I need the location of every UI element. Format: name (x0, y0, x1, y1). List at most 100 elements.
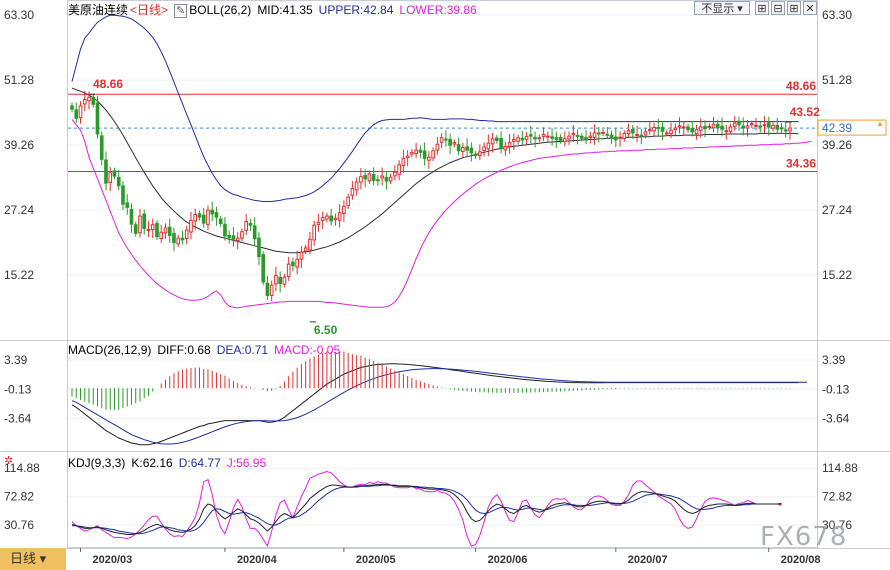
candle-body (715, 123, 720, 129)
x-tick-label: 2020/08 (781, 554, 821, 566)
candle-body (112, 170, 117, 177)
candle-body (660, 126, 665, 132)
candle-body (596, 132, 601, 135)
candle-body (652, 127, 656, 132)
candle-body (82, 98, 87, 105)
candle-body (299, 251, 304, 260)
candle-body (503, 145, 508, 151)
candle-body (405, 155, 410, 159)
candle-body (240, 231, 244, 239)
candle-body (749, 123, 754, 126)
candle-body (337, 212, 342, 221)
candle-body (252, 225, 257, 240)
main-y-tick-right: 51.28 (822, 73, 852, 87)
candle-body (116, 176, 121, 187)
kdj-y-tick-left: 30.76 (4, 518, 34, 532)
candle-body (231, 235, 236, 240)
candle-body (329, 215, 333, 222)
candle-body (490, 138, 495, 145)
candle-body (129, 208, 134, 225)
boll-upper: UPPER:42.84 (318, 3, 394, 17)
period-button[interactable]: 日线 ▾ (0, 548, 66, 570)
candle-body (218, 218, 223, 225)
candle-body (435, 143, 440, 151)
candle-body (584, 137, 588, 140)
h-line-label: 34.36 (786, 156, 816, 170)
macd-diff-line (71, 363, 799, 446)
candle-body (681, 126, 686, 129)
main-y-tick-right: 27.24 (822, 203, 852, 217)
candle-body (613, 136, 618, 141)
kdj-y-tick-left: 72.82 (4, 490, 34, 504)
candle-body (537, 137, 542, 140)
candle-body (605, 133, 610, 136)
plot-frame (67, 0, 818, 548)
candle-body (779, 127, 784, 130)
kdj-settings-icon[interactable]: ✲ (4, 455, 14, 467)
candle-body (558, 136, 563, 141)
close-icon[interactable]: ✕ (803, 1, 817, 15)
hide-dropdown[interactable]: 不显示 ▾ (694, 1, 750, 15)
candle-body (197, 213, 202, 218)
add-indicator-icon[interactable]: ⊞ (787, 1, 801, 15)
zoom-out-icon[interactable]: ⊟ (771, 1, 785, 15)
main-y-tick-left: 27.24 (4, 203, 34, 217)
candle-body (686, 126, 690, 131)
watermark-logo: FX678 (760, 522, 848, 552)
main-y-tick-left: 39.26 (4, 138, 34, 152)
x-tick-label: 2020/05 (356, 554, 396, 566)
candle-body (473, 153, 478, 157)
candle-body (630, 128, 635, 134)
candle-body (507, 142, 512, 147)
main-y-tick-left: 51.28 (4, 73, 34, 87)
candle-body (393, 171, 397, 177)
boll-lower-line (71, 119, 812, 309)
candle-body (376, 179, 380, 182)
zoom-in-icon[interactable]: ⊞ (755, 1, 769, 15)
candle-body (265, 282, 270, 296)
macd-label: MACD(26,12,9) (68, 343, 152, 357)
annotation-label: 43.52 (790, 105, 820, 119)
candle-body (201, 214, 206, 224)
candle-body (388, 176, 393, 182)
candle-body (766, 122, 771, 128)
candle-body (546, 135, 550, 138)
candle-body (121, 185, 125, 205)
candle-body (720, 125, 724, 130)
candle-body (108, 172, 113, 183)
x-tick-label: 2020/03 (92, 554, 132, 566)
candle-body (380, 175, 384, 179)
boll-toggle-icon[interactable]: ✎ (174, 4, 188, 18)
candle-body (257, 237, 261, 258)
last-price-tag (817, 119, 887, 136)
period-tag: <日线> (130, 3, 169, 17)
candle-body (626, 130, 631, 134)
candle-body (609, 134, 614, 139)
candle-body (618, 136, 622, 139)
candle-body (567, 135, 571, 140)
boll-label: BOLL(26,2) (189, 3, 252, 17)
candle-body (571, 132, 576, 136)
candle-body (214, 212, 219, 218)
candle-body (762, 124, 767, 127)
candle-body (575, 134, 580, 137)
candle-body (601, 131, 605, 134)
candle-body (184, 229, 189, 240)
candle-body (588, 135, 593, 138)
candle-body (771, 124, 775, 129)
candle-body (448, 138, 452, 146)
candle-body (703, 125, 707, 130)
candle-body (189, 219, 193, 233)
candle-body (533, 136, 537, 140)
candle-body (524, 136, 529, 140)
candle-body (371, 174, 376, 181)
candle-body (78, 105, 83, 119)
candle-body (427, 156, 431, 161)
candle-body (244, 220, 249, 231)
candle-body (656, 127, 661, 130)
candle-body (278, 276, 282, 285)
candle-body (554, 137, 559, 140)
candle-body (397, 164, 401, 175)
candle-body (461, 146, 465, 152)
